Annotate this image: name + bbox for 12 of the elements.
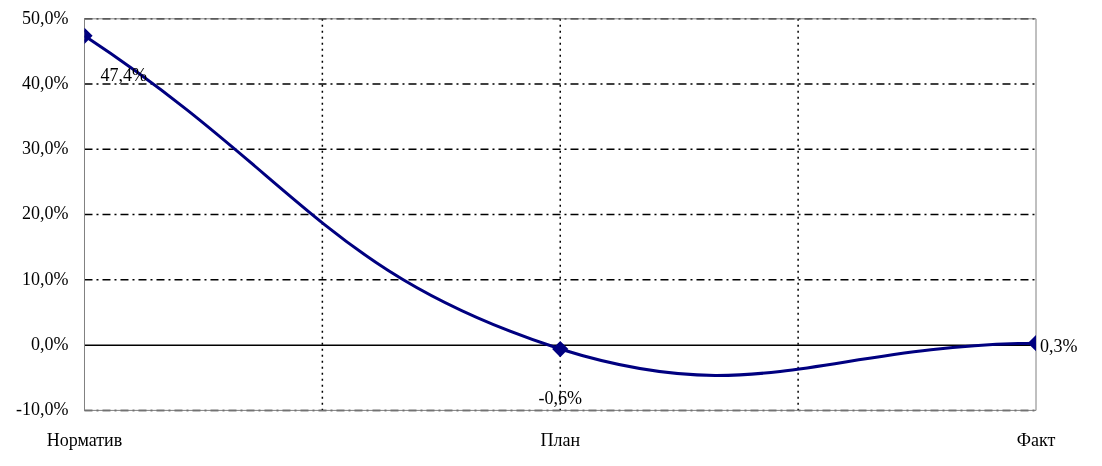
y-tick-label: 20,0% xyxy=(21,203,69,224)
y-tick-label: 10,0% xyxy=(21,268,69,289)
y-tick-label: 30,0% xyxy=(21,138,69,159)
x-tick-label: План xyxy=(540,429,581,450)
x-tick-label: Факт xyxy=(1016,429,1056,450)
data-label: -0,6% xyxy=(538,387,582,408)
y-tick-label: 50,0% xyxy=(21,7,69,28)
y-tick-label: 40,0% xyxy=(21,72,69,93)
y-tick-label: 0,0% xyxy=(30,333,69,354)
x-tick-label: Норматив xyxy=(46,429,123,450)
y-tick-label: -10,0% xyxy=(15,399,69,420)
data-label: 0,3% xyxy=(1040,335,1078,356)
